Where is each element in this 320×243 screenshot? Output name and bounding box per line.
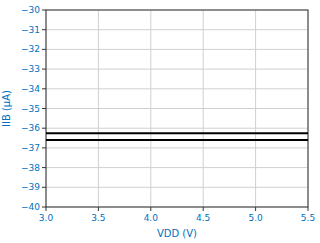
y-tick-label: −34: [21, 84, 40, 94]
y-axis-label: IIB (μA): [1, 90, 12, 127]
x-tick-label: 5.0: [248, 213, 263, 223]
grid-line-y: [46, 128, 308, 129]
y-tick-label: −30: [21, 5, 40, 15]
data-line: [46, 139, 308, 141]
y-tick-label: −40: [21, 202, 40, 212]
y-tick: [42, 207, 46, 208]
y-tick: [42, 29, 46, 30]
x-tick-label: 3.0: [39, 213, 54, 223]
x-tick-label: 4.5: [196, 213, 210, 223]
y-tick: [42, 10, 46, 11]
grid-line-y: [46, 29, 308, 30]
x-tick-label: 4.0: [144, 213, 159, 223]
y-tick-label: −32: [21, 44, 40, 54]
x-tick: [150, 207, 151, 211]
y-tick-label: −37: [21, 143, 40, 153]
grid-line-y: [46, 187, 308, 188]
y-tick-label: −36: [21, 123, 40, 133]
y-tick: [42, 187, 46, 188]
grid-line-y: [46, 167, 308, 168]
y-tick: [42, 147, 46, 148]
y-tick-label: −33: [21, 64, 40, 74]
x-tick: [98, 207, 99, 211]
series-group: [46, 133, 308, 140]
plot-frame: [46, 10, 308, 207]
x-tick-label: 5.5: [301, 213, 315, 223]
grid-line-y: [46, 88, 308, 89]
grid-line-y: [46, 69, 308, 70]
x-tick: [46, 207, 47, 211]
grid: [46, 10, 308, 207]
grid-line-y: [46, 147, 308, 148]
x-tick: [255, 207, 256, 211]
y-tick-label: −39: [21, 182, 40, 192]
axes: 3.0 3.5 4.0 4.5 5.0 5.5 −40 −39 −38 −37 −36 −35 −34 −…: [21, 5, 315, 223]
y-tick-label: −35: [21, 104, 40, 114]
grid-line-y: [46, 108, 308, 109]
y-tick: [42, 108, 46, 109]
y-tick: [42, 49, 46, 50]
grid-line-y: [46, 49, 308, 50]
x-tick: [203, 207, 204, 211]
chart: 3.0 3.5 4.0 4.5 5.0 5.5 −40 −39 −38 −37 −36 −35 −34 −…: [0, 0, 320, 243]
x-tick-label: 3.5: [91, 213, 105, 223]
y-tick: [42, 69, 46, 70]
y-tick: [42, 88, 46, 89]
x-axis-label: VDD (V): [157, 228, 197, 239]
y-tick-label: −31: [21, 25, 40, 35]
data-line: [46, 132, 308, 134]
y-tick-label: −38: [21, 163, 40, 173]
y-tick: [42, 167, 46, 168]
x-tick: [308, 207, 309, 211]
y-tick: [42, 128, 46, 129]
